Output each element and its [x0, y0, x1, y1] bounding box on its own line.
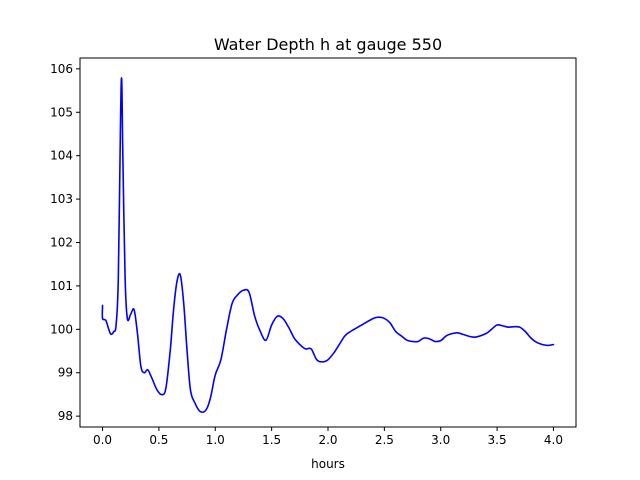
y-tick-label: 105: [50, 105, 73, 119]
y-tick-label: 104: [50, 149, 73, 163]
plot-layer: [101, 77, 555, 413]
y-tick-label: 100: [50, 322, 73, 336]
series-line-0: [101, 77, 555, 413]
x-axis: 0.0 0.5 1.0 1.5 2.0 2.5 3.0 3.5 4.0: [93, 427, 563, 447]
x-tick-label: 2.0: [318, 433, 337, 447]
x-tick-label: 4.0: [544, 433, 563, 447]
y-tick-label: 101: [50, 279, 73, 293]
x-tick-label: 3.5: [488, 433, 507, 447]
x-tick-label: 0.5: [149, 433, 168, 447]
x-tick-label: 0.0: [93, 433, 112, 447]
chart-title: Water Depth h at gauge 550: [214, 35, 442, 54]
x-tick-label: 1.0: [206, 433, 225, 447]
y-tick-label: 106: [50, 62, 73, 76]
y-tick-label: 102: [50, 236, 73, 250]
y-tick-label: 98: [58, 409, 73, 423]
x-axis-label: hours: [311, 457, 345, 471]
x-tick-label: 1.5: [262, 433, 281, 447]
x-tick-label: 2.5: [375, 433, 394, 447]
y-tick-label: 103: [50, 192, 73, 206]
y-axis: 98 99 100 101 102 103 104 105 106: [50, 62, 80, 423]
y-tick-label: 99: [58, 366, 73, 380]
x-tick-label: 3.0: [431, 433, 450, 447]
